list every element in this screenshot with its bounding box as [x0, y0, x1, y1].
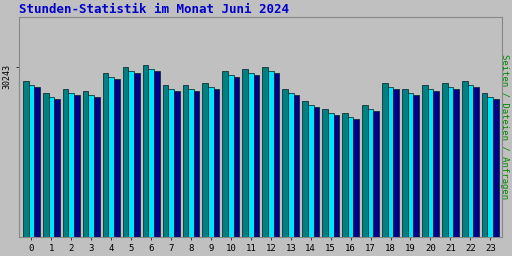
Bar	[234, 77, 240, 256]
Bar	[422, 85, 428, 256]
Bar	[214, 89, 220, 256]
Bar	[333, 115, 339, 256]
Bar	[467, 85, 473, 256]
Bar	[34, 87, 40, 256]
Bar	[143, 65, 148, 256]
Bar	[442, 83, 447, 256]
Bar	[54, 99, 60, 256]
Bar	[148, 69, 154, 256]
Bar	[208, 87, 214, 256]
Bar	[342, 113, 348, 256]
Bar	[353, 119, 359, 256]
Bar	[302, 101, 308, 256]
Bar	[382, 83, 388, 256]
Bar	[23, 81, 29, 256]
Bar	[493, 99, 499, 256]
Text: Stunden-Statistik im Monat Juni 2024: Stunden-Statistik im Monat Juni 2024	[19, 3, 289, 16]
Bar	[388, 87, 393, 256]
Bar	[63, 89, 69, 256]
Bar	[202, 83, 208, 256]
Bar	[308, 105, 313, 256]
Bar	[262, 67, 268, 256]
Bar	[134, 73, 140, 256]
Bar	[94, 97, 100, 256]
Bar	[362, 105, 368, 256]
Bar	[89, 95, 94, 256]
Bar	[282, 89, 288, 256]
Bar	[487, 97, 493, 256]
Bar	[242, 69, 248, 256]
Bar	[473, 87, 479, 256]
Bar	[453, 89, 459, 256]
Bar	[154, 71, 160, 256]
Bar	[43, 93, 49, 256]
Y-axis label: Seiten / Dateien / Anfragen: Seiten / Dateien / Anfragen	[500, 54, 509, 199]
Bar	[123, 67, 129, 256]
Bar	[228, 75, 234, 256]
Bar	[222, 71, 228, 256]
Bar	[293, 95, 299, 256]
Bar	[482, 93, 487, 256]
Bar	[109, 77, 114, 256]
Bar	[462, 81, 467, 256]
Bar	[69, 93, 74, 256]
Bar	[248, 73, 254, 256]
Bar	[268, 71, 273, 256]
Bar	[188, 89, 194, 256]
Bar	[74, 95, 80, 256]
Bar	[393, 89, 399, 256]
Bar	[174, 91, 180, 256]
Bar	[83, 91, 89, 256]
Bar	[183, 85, 188, 256]
Bar	[373, 111, 379, 256]
Bar	[163, 85, 168, 256]
Bar	[322, 109, 328, 256]
Bar	[129, 71, 134, 256]
Bar	[194, 91, 200, 256]
Bar	[328, 113, 333, 256]
Bar	[368, 109, 373, 256]
Bar	[413, 95, 419, 256]
Bar	[402, 89, 408, 256]
Bar	[428, 89, 433, 256]
Bar	[348, 117, 353, 256]
Bar	[273, 73, 280, 256]
Bar	[447, 87, 453, 256]
Bar	[313, 107, 319, 256]
Bar	[433, 91, 439, 256]
Bar	[114, 79, 120, 256]
Bar	[29, 85, 34, 256]
Bar	[103, 73, 109, 256]
Bar	[408, 93, 413, 256]
Bar	[49, 97, 54, 256]
Bar	[254, 75, 260, 256]
Bar	[288, 93, 293, 256]
Bar	[168, 89, 174, 256]
